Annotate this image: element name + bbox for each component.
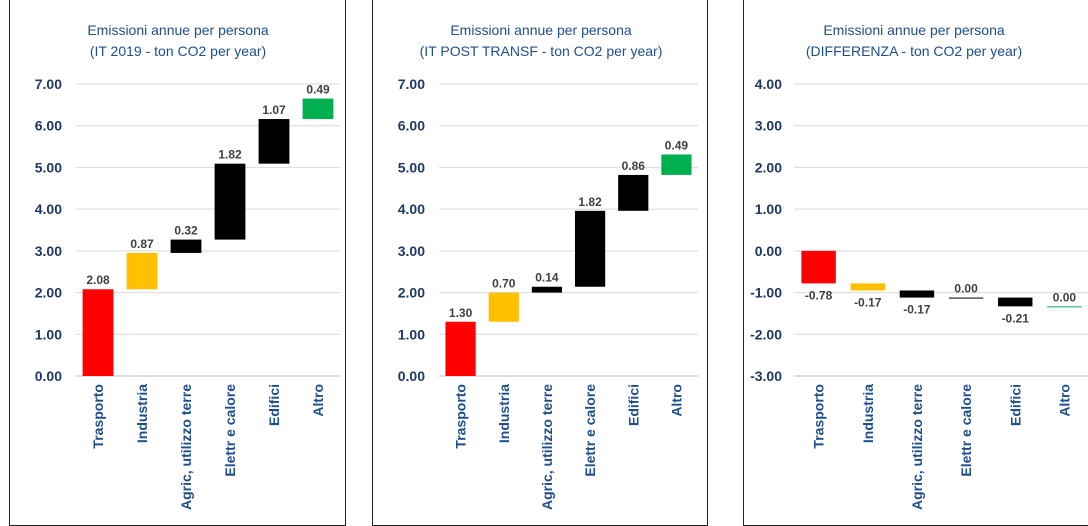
bar-4 bbox=[258, 119, 290, 164]
bar-0 bbox=[82, 289, 114, 376]
chart-panel-it-post-transf: Emissioni annue per persona (IT POST TRA… bbox=[372, 0, 708, 526]
y-tick-label: 7.00 bbox=[35, 76, 62, 92]
chart-title: Emissioni annue per persona bbox=[87, 22, 269, 38]
y-tick-label: 4.00 bbox=[35, 201, 62, 217]
category-label: Trasporto bbox=[453, 384, 469, 449]
data-label: 1.82 bbox=[578, 195, 602, 209]
chart-svg-it-post-transf: Emissioni annue per persona (IT POST TRA… bbox=[398, 22, 698, 510]
y-tick-label: 5.00 bbox=[398, 159, 425, 175]
y-tick-label: 3.00 bbox=[755, 118, 782, 134]
bar-3 bbox=[948, 297, 984, 299]
bar-4 bbox=[618, 174, 649, 211]
category-label: Altro bbox=[310, 384, 326, 417]
data-label: 0.00 bbox=[1053, 290, 1077, 304]
y-tick-label: -2.00 bbox=[750, 326, 782, 342]
chart-panel-differenza: Emissioni annue per persona (DIFFERENZA … bbox=[743, 0, 1088, 526]
category-label: Elettr e calore bbox=[222, 384, 238, 477]
y-tick-label: 6.00 bbox=[35, 118, 62, 134]
bar-1 bbox=[488, 292, 519, 322]
chart-marks: -3.00 -2.00 -1.00 0.00 1.00 2.00 3.00 4.00 -0.78… bbox=[750, 76, 1088, 510]
category-label: Industria bbox=[496, 384, 512, 443]
bar-0 bbox=[801, 250, 836, 284]
y-tick-label: 6.00 bbox=[398, 118, 425, 134]
data-label: 0.32 bbox=[174, 224, 198, 238]
category-label: Altro bbox=[1056, 384, 1072, 417]
chart-panel-it-2019: Emissioni annue per persona (IT 2019 - t… bbox=[9, 0, 346, 526]
chart-subtitle: (IT POST TRANSF - ton CO2 per year) bbox=[420, 43, 663, 59]
category-label: Trasporto bbox=[811, 384, 827, 449]
y-tick-label: 1.00 bbox=[398, 326, 425, 342]
category-label: Altro bbox=[668, 384, 684, 417]
y-tick-label: 1.00 bbox=[35, 326, 62, 342]
bar-1 bbox=[126, 252, 158, 290]
data-label: 0.49 bbox=[306, 83, 330, 97]
bar-2 bbox=[170, 239, 202, 253]
chart-title: Emissioni annue per persona bbox=[450, 22, 632, 38]
bar-5 bbox=[302, 98, 334, 120]
y-tick-label: -1.00 bbox=[750, 285, 782, 301]
bar-1 bbox=[850, 283, 885, 291]
category-label: Edifici bbox=[625, 384, 641, 426]
data-label: 0.87 bbox=[130, 237, 154, 251]
y-tick-label: 3.00 bbox=[35, 243, 62, 259]
category-label: Industria bbox=[134, 384, 150, 443]
bar-4 bbox=[998, 297, 1033, 307]
data-label: 0.00 bbox=[954, 282, 978, 296]
data-label: 1.82 bbox=[218, 148, 242, 162]
y-tick-label: 7.00 bbox=[398, 76, 425, 92]
bar-3 bbox=[214, 163, 246, 240]
data-label: 0.70 bbox=[492, 277, 516, 291]
category-label: Agric, utilizzo terre bbox=[909, 384, 925, 510]
data-label: -0.21 bbox=[1002, 311, 1030, 325]
y-tick-label: 1.00 bbox=[755, 201, 782, 217]
data-label: 0.86 bbox=[622, 159, 646, 173]
category-label: Edifici bbox=[1007, 384, 1023, 426]
data-label: 0.49 bbox=[665, 138, 689, 152]
y-tick-label: 3.00 bbox=[398, 243, 425, 259]
data-label: -0.17 bbox=[903, 303, 931, 317]
chart-marks: 0.00 1.00 2.00 3.00 4.00 5.00 6.00 7.00 2.08 Tras… bbox=[35, 76, 340, 510]
y-tick-label: 0.00 bbox=[398, 368, 425, 384]
data-label: -0.17 bbox=[854, 295, 882, 309]
category-label: Agric, utilizzo terre bbox=[178, 384, 194, 510]
y-tick-label: 4.00 bbox=[398, 201, 425, 217]
y-tick-label: -3.00 bbox=[750, 368, 782, 384]
category-label: Elettr e calore bbox=[958, 384, 974, 477]
y-tick-label: 0.00 bbox=[755, 243, 782, 259]
bar-5 bbox=[661, 154, 692, 175]
category-label: Agric, utilizzo terre bbox=[539, 384, 555, 510]
y-tick-label: 2.00 bbox=[35, 285, 62, 301]
y-tick-label: 2.00 bbox=[755, 159, 782, 175]
data-label: 2.08 bbox=[86, 273, 110, 287]
y-tick-label: 5.00 bbox=[35, 159, 62, 175]
data-label: 0.14 bbox=[535, 271, 559, 285]
category-label: Industria bbox=[860, 384, 876, 443]
chart-subtitle: (IT 2019 - ton CO2 per year) bbox=[90, 43, 266, 59]
chart-svg-it-2019: Emissioni annue per persona (IT 2019 - t… bbox=[35, 22, 340, 510]
data-label: 1.07 bbox=[262, 103, 286, 117]
bar-2 bbox=[899, 290, 935, 298]
data-label: -0.78 bbox=[805, 288, 833, 302]
y-tick-label: 2.00 bbox=[398, 285, 425, 301]
category-label: Elettr e calore bbox=[582, 384, 598, 477]
y-tick-label: 0.00 bbox=[35, 368, 62, 384]
chart-svg-differenza: Emissioni annue per persona (DIFFERENZA … bbox=[750, 22, 1088, 510]
category-label: Trasporto bbox=[90, 384, 106, 449]
chart-marks: 0.00 1.00 2.00 3.00 4.00 5.00 6.00 7.00 1.30 Tras… bbox=[398, 76, 698, 510]
category-label: Edifici bbox=[266, 384, 282, 426]
bar-2 bbox=[531, 286, 563, 293]
chart-title: Emissioni annue per persona bbox=[823, 22, 1005, 38]
bar-0 bbox=[445, 321, 476, 376]
y-tick-label: 4.00 bbox=[755, 76, 782, 92]
chart-subtitle: (DIFFERENZA - ton CO2 per year) bbox=[806, 43, 1022, 59]
bar-3 bbox=[574, 210, 606, 287]
data-label: 1.30 bbox=[449, 306, 473, 320]
bar-5 bbox=[1047, 306, 1082, 308]
